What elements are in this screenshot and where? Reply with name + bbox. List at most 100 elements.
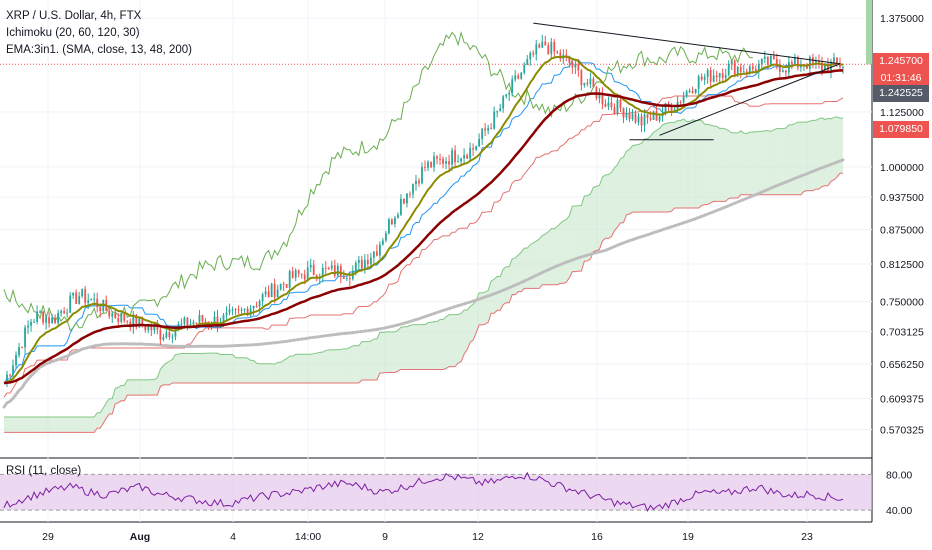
cloud-segment	[602, 174, 606, 241]
candle-up	[378, 244, 381, 256]
cloud-segment	[346, 347, 350, 383]
candle-up	[499, 108, 502, 112]
candle-down	[141, 317, 144, 326]
cloud-segment	[608, 172, 612, 239]
candle-down	[366, 259, 369, 265]
candle-down	[565, 54, 568, 57]
cloud-segment	[836, 116, 840, 177]
candle-down	[733, 60, 736, 75]
candle-down	[454, 150, 456, 163]
cloud-segment	[443, 316, 447, 370]
cloud-segment	[379, 332, 383, 374]
candle-down	[75, 292, 78, 304]
candle-up	[478, 139, 481, 147]
ema-13-line	[3, 55, 844, 385]
candle-down	[556, 51, 559, 53]
cloud-segment	[166, 361, 170, 385]
price-tick-label: 1.125000	[880, 107, 924, 119]
cloud-segment	[599, 177, 603, 250]
cloud-segment	[749, 131, 753, 195]
candle-down	[715, 75, 718, 78]
time-tick-label: 29	[42, 531, 54, 543]
candle-down	[391, 219, 393, 225]
ema-label[interactable]: EMA:3in1. (SMA, close, 13, 48, 200)	[6, 44, 193, 56]
cloud-segment	[355, 345, 359, 383]
cloud-segment	[247, 358, 251, 383]
candle-up	[174, 329, 177, 337]
candle-down	[739, 67, 742, 72]
cloud-segment	[446, 314, 450, 369]
cloud-segment	[566, 215, 570, 283]
candle-down	[375, 251, 378, 256]
candle-up	[192, 322, 195, 325]
cloud-segment	[752, 131, 756, 195]
candle-down	[646, 114, 649, 118]
candle-down	[775, 58, 778, 66]
cloud-segment	[713, 125, 717, 202]
cloud-segment	[187, 353, 191, 383]
cloud-segment	[428, 322, 432, 370]
ichimoku-label[interactable]: Ichimoku (20, 60, 120, 30)	[6, 27, 140, 39]
cloud-segment	[581, 195, 585, 272]
cloud-segment	[304, 354, 308, 383]
candle-up	[535, 44, 538, 55]
time-tick-label: 23	[801, 531, 813, 543]
cloud-segment	[746, 132, 750, 195]
candle-up	[30, 321, 32, 326]
candle-up	[288, 271, 291, 288]
cloud-segment	[292, 354, 296, 383]
cloud-segment	[43, 417, 47, 433]
candle-up	[598, 92, 601, 99]
candle-up	[222, 315, 225, 325]
candle-down	[234, 309, 237, 311]
cloud-segment	[367, 341, 371, 381]
candle-down	[21, 347, 23, 349]
cloud-segment	[130, 379, 134, 396]
candle-down	[604, 104, 607, 107]
candle-up	[748, 66, 751, 74]
candle-up	[815, 60, 817, 63]
candle-up	[72, 292, 75, 296]
cloud-segment	[701, 120, 705, 206]
sma-200-line	[2, 158, 845, 409]
cloud-segment	[686, 121, 690, 209]
candle-up	[625, 113, 628, 118]
candle-down	[255, 305, 258, 307]
cloud-segment	[743, 133, 747, 195]
symbol-title[interactable]: XRP / U.S. Dollar, 4h, FTX	[6, 10, 142, 22]
candle-up	[400, 198, 402, 215]
candle-down	[430, 161, 432, 168]
cloud-segment	[707, 124, 711, 205]
cloud-segment	[31, 417, 35, 433]
cloud-segment	[172, 354, 176, 383]
candle-down	[628, 113, 631, 120]
candle-down	[168, 332, 171, 338]
candle-up	[111, 313, 114, 317]
candle-down	[246, 308, 249, 316]
rsi-legend[interactable]: RSI (11, close)	[6, 465, 82, 477]
cloud-segment	[545, 231, 549, 285]
candle-down	[204, 321, 207, 323]
cloud-segment	[175, 354, 179, 383]
cloud-segment	[674, 120, 678, 209]
candle-up	[508, 92, 511, 95]
cloud-segment	[479, 292, 483, 325]
cloud-segment	[518, 252, 522, 292]
candle-up	[45, 317, 48, 323]
cloud-segment	[202, 353, 206, 383]
candle-up	[706, 70, 709, 77]
cloud-segment	[488, 281, 492, 323]
cloud-segment	[196, 353, 200, 383]
candle-up	[643, 114, 646, 126]
cloud-segment	[830, 117, 834, 182]
cloud-segment	[364, 341, 368, 381]
cloud-segment	[605, 174, 609, 239]
cloud-segment	[340, 348, 344, 383]
cloud-segment	[593, 186, 597, 252]
cloud-segment	[665, 122, 669, 212]
cloud-segment	[827, 118, 831, 186]
candle-down	[186, 317, 189, 328]
cloud-segment	[728, 130, 732, 199]
cloud-segment	[473, 300, 477, 341]
